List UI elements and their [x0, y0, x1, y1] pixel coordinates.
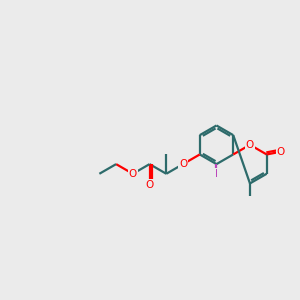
Text: O: O: [146, 180, 154, 190]
Text: O: O: [129, 169, 137, 179]
Text: O: O: [179, 159, 187, 169]
Text: I: I: [215, 169, 218, 179]
Text: O: O: [246, 140, 254, 150]
Text: O: O: [276, 147, 285, 157]
